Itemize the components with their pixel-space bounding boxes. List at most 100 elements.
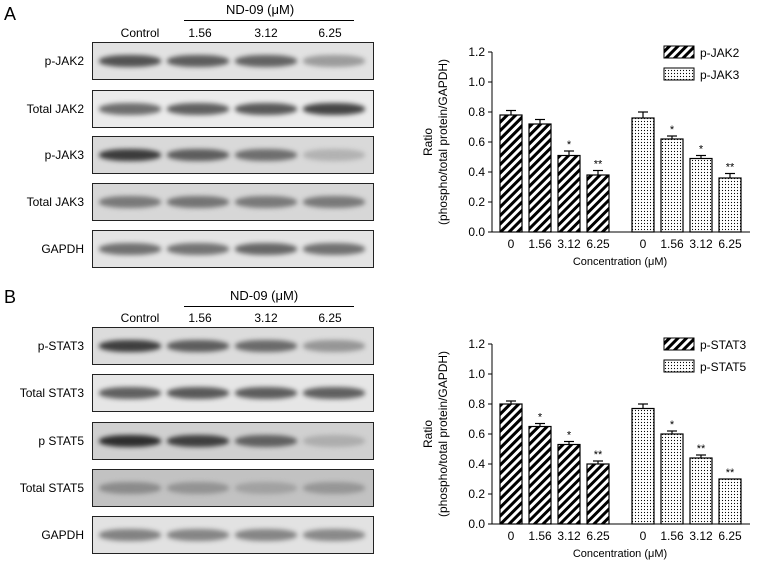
y-tick-label: 0.8 [468,105,485,119]
bar [557,443,581,525]
panel-a-treatment-line [184,20,354,21]
blot-label: p-JAK3 [44,148,84,162]
significance-marker: ** [594,159,603,171]
panel-b-treatment-label: ND-09 (μM) [230,288,299,303]
x-tick-label: 3.12 [557,529,581,543]
y-tick-label: 0.2 [468,195,485,209]
blot-band [235,340,297,352]
blot-band [99,55,161,67]
y-tick-label: 1.2 [468,337,485,351]
blot-band [303,103,365,115]
lane-label: Control [120,311,160,325]
lane-label: 3.12 [254,26,278,40]
lane-label: 6.25 [318,26,342,40]
x-tick-label: 6.25 [586,237,610,251]
significance-marker: * [670,124,675,136]
y-tick-label: 0.0 [468,517,485,531]
blot-image [92,374,374,412]
bar [499,403,523,525]
x-tick-label: 6.25 [718,529,742,543]
bar [718,478,742,525]
blot-band [99,340,161,352]
blot-band [99,482,161,494]
blot-band [99,196,161,208]
y-tick-label: 0.6 [468,135,485,149]
blot-band [167,482,229,494]
blot-band [303,387,365,399]
y-tick-label: 0.6 [468,427,485,441]
panel-a-bar-chart: 0.0 0.2 0.4 0.6 0.8 1.0 1.2 Ratio(phospho/total… [421,45,750,268]
significance-marker: * [567,139,572,151]
blot-band [235,149,297,161]
blot-band [235,482,297,494]
blot-band [235,55,297,67]
bar [689,457,713,525]
blot-image [92,469,374,507]
x-tick-label: 1.56 [660,529,684,543]
blot-band [303,55,365,67]
x-tick-label: 6.25 [718,237,742,251]
blot-band [235,529,297,541]
x-tick-label: 1.56 [528,237,552,251]
blot-band [99,387,161,399]
legend-label: p-STAT3 [700,338,747,352]
blot-band [235,196,297,208]
y-axis-label-line: Ratio [421,420,435,448]
bar [631,117,655,233]
bar [689,157,713,233]
bar [718,177,742,233]
blot-band [235,103,297,115]
x-tick-label: 6.25 [586,529,610,543]
legend-label: p-STAT5 [700,360,747,374]
bar [586,463,610,525]
blot-band [99,243,161,255]
significance-marker: * [670,419,675,431]
blot-band [303,529,365,541]
legend-swatch [663,45,695,59]
blot-band [303,243,365,255]
blot-band [167,196,229,208]
blot-image [92,183,374,221]
blot-label: p-STAT3 [37,339,84,353]
significance-marker: * [567,430,572,442]
x-axis-label: Concentration (μM) [573,548,667,560]
significance-marker: * [699,144,704,156]
blot-band [167,529,229,541]
x-tick-label: 3.12 [689,237,713,251]
y-tick-label: 0.0 [468,225,485,239]
legend-label: p-JAK3 [700,68,740,82]
panel-a-treatment-label: ND-09 (μM) [226,2,295,17]
x-tick-label: 0 [640,529,647,543]
y-axis-label-line: (phospho/total protein/GAPDH) [436,59,450,225]
x-tick-label: 1.56 [528,529,552,543]
blot-band [167,243,229,255]
lane-label: 1.56 [188,311,212,325]
bar [499,114,523,233]
blot-image [92,516,374,554]
blot-label: p-JAK2 [44,54,84,68]
bar [528,123,552,233]
lane-label: 1.56 [188,26,212,40]
y-tick-label: 0.4 [468,457,485,471]
blot-image [92,136,374,174]
significance-marker: ** [594,449,603,461]
blot-band [167,340,229,352]
y-axis-label: Ratio(phospho/total protein/GAPDH) [421,351,450,517]
blot-image [92,327,374,365]
legend-label: p-JAK2 [700,46,740,60]
panel-b-letter: B [4,287,17,307]
y-tick-label: 0.8 [468,397,485,411]
blot-label: GAPDH [41,528,84,542]
lane-label: 3.12 [254,311,278,325]
legend-swatch [663,359,695,373]
blot-image [92,230,374,268]
blot-label: Total JAK2 [26,102,84,116]
lane-label: 6.25 [318,311,342,325]
bar [660,433,684,525]
blot-band [167,55,229,67]
blot-band [303,340,365,352]
x-tick-label: 3.12 [689,529,713,543]
blot-band [99,149,161,161]
panel-a-letter: A [4,4,17,24]
y-axis-label-line: (phospho/total protein/GAPDH) [436,351,450,517]
